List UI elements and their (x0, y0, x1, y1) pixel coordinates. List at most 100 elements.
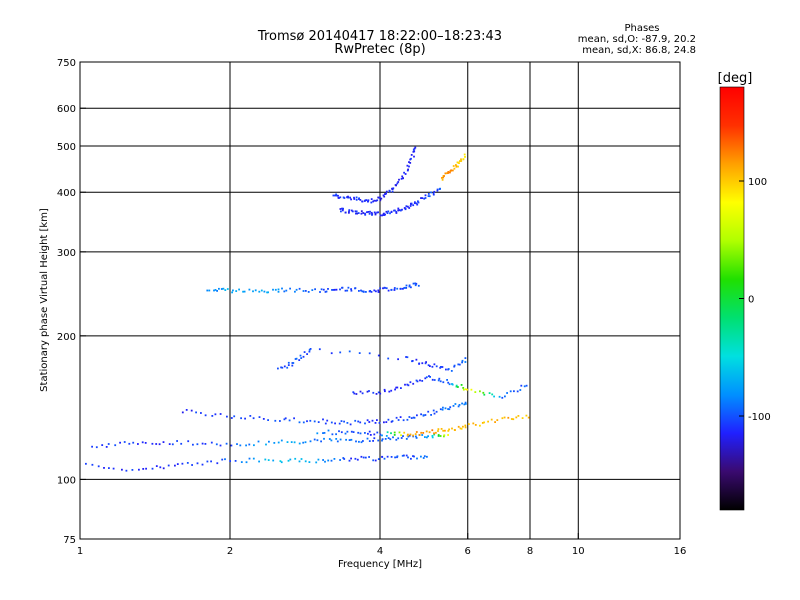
data-point (339, 288, 341, 291)
data-point (424, 362, 427, 365)
data-point (229, 460, 231, 462)
data-point (460, 427, 463, 430)
data-point (411, 360, 414, 362)
data-point (426, 455, 428, 458)
data-point (230, 417, 233, 419)
data-point (210, 441, 213, 444)
legend-line-o: mean, sd,O: -87.9, 20.2 (578, 34, 696, 45)
data-point (393, 431, 396, 434)
data-point (344, 289, 347, 292)
data-point (460, 384, 463, 386)
data-point (242, 290, 244, 293)
data-point (379, 392, 382, 395)
data-point (377, 211, 379, 214)
data-point (327, 288, 329, 290)
data-point (487, 420, 489, 423)
data-point (314, 288, 316, 291)
data-point (287, 364, 290, 366)
data-point (464, 426, 467, 429)
data-point (447, 408, 449, 410)
data-point (370, 291, 373, 293)
data-point (201, 463, 204, 466)
data-point (416, 457, 418, 460)
data-point (174, 464, 176, 467)
data-point (409, 381, 412, 384)
data-point (230, 444, 233, 447)
data-point (463, 153, 466, 156)
data-point (379, 199, 382, 202)
data-point (302, 441, 305, 444)
data-point (409, 162, 412, 164)
data-point (330, 459, 333, 462)
data-point (281, 287, 283, 290)
data-point (441, 178, 444, 181)
data-point (339, 351, 342, 354)
chart-subtitle: RwPretec (8p) (334, 42, 425, 57)
data-point (527, 416, 530, 419)
data-point (462, 388, 465, 391)
data-point (422, 457, 425, 459)
grid-lines (80, 62, 680, 539)
data-point (375, 393, 378, 395)
y-tick-label: 500 (57, 142, 76, 153)
data-point (355, 440, 357, 443)
data-point (451, 383, 454, 386)
data-point (407, 456, 409, 459)
data-point (479, 390, 481, 393)
data-point (372, 200, 374, 203)
data-point (393, 288, 396, 291)
data-point (431, 429, 434, 432)
data-point (216, 462, 219, 465)
x-tick-label: 4 (377, 546, 383, 557)
chart-title: Tromsø 20140417 18:22:00–18:23:43 (257, 29, 502, 44)
data-point (346, 289, 349, 292)
data-point (446, 172, 448, 175)
data-point (479, 424, 481, 427)
data-point (437, 379, 440, 382)
data-point (483, 421, 485, 424)
data-point (388, 390, 391, 393)
data-point (336, 440, 339, 443)
data-point (348, 210, 350, 213)
data-point (364, 212, 366, 215)
data-point (306, 420, 308, 423)
data-point (464, 357, 467, 359)
data-point (196, 462, 199, 465)
data-point (423, 455, 426, 458)
data-point (272, 288, 274, 291)
data-point (240, 417, 242, 420)
data-point (420, 455, 422, 458)
data-point (407, 205, 409, 208)
data-point (317, 458, 320, 461)
data-point (364, 213, 367, 216)
y-tick-label: 600 (57, 104, 76, 115)
data-point (324, 422, 327, 425)
data-point (414, 282, 417, 285)
data-point (406, 164, 409, 167)
data-point (245, 461, 248, 464)
data-point (509, 390, 512, 393)
data-point (267, 419, 269, 421)
data-point (433, 363, 436, 366)
data-point (424, 436, 426, 438)
data-point (435, 431, 437, 434)
data-point (443, 435, 445, 438)
y-tick-label: 75 (63, 535, 76, 546)
data-point (308, 350, 311, 353)
colorbar-label: [deg] (718, 71, 753, 86)
data-point (294, 290, 296, 293)
data-point (267, 291, 269, 294)
data-point (358, 197, 360, 200)
data-point (303, 351, 306, 353)
data-point (367, 199, 370, 202)
data-point (358, 440, 360, 443)
data-point (387, 289, 390, 292)
colorbar-tick-label: 100 (748, 177, 767, 188)
data-point (313, 420, 316, 423)
data-point (442, 429, 445, 432)
data-point (105, 446, 108, 448)
data-point (417, 200, 419, 203)
data-point (318, 348, 321, 351)
data-point (221, 458, 224, 461)
data-point (190, 409, 193, 412)
